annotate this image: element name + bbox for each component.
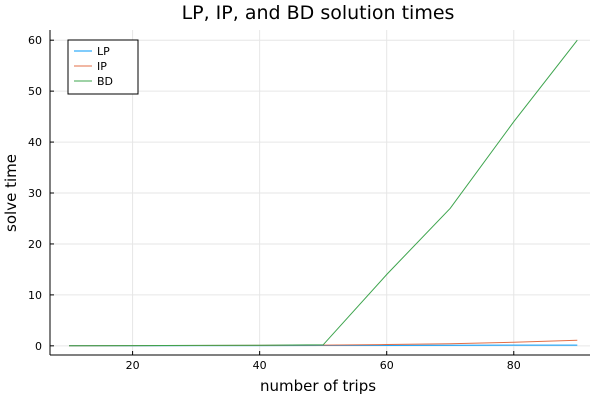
tick-labels: 20 40 60 80 0 10 20 30 40 50 60 (28, 34, 521, 372)
series-line-bd (69, 39, 578, 347)
y-tick-label: 50 (28, 85, 42, 98)
y-tick-label: 30 (28, 187, 42, 200)
legend-label-ip: IP (97, 60, 107, 73)
legend-label-bd: BD (97, 75, 113, 88)
legend-label-lp: LP (97, 45, 110, 58)
axes (49, 30, 590, 356)
y-tick-label: 60 (28, 34, 42, 47)
x-tick-label: 40 (253, 359, 267, 372)
x-tick-label: 20 (126, 359, 140, 372)
y-tick-label: 40 (28, 136, 42, 149)
y-tick-label: 10 (28, 289, 42, 302)
y-tick-label: 20 (28, 238, 42, 251)
x-axis-label: number of trips (260, 377, 376, 395)
chart-title: LP, IP, and BD solution times (182, 2, 455, 24)
legend: LP IP BD (67, 39, 139, 95)
y-axis-label: solve time (2, 154, 20, 232)
y-tick-label: 0 (35, 340, 42, 353)
x-tick-label: 60 (380, 359, 394, 372)
series-layer (69, 39, 578, 347)
x-tick-label: 80 (507, 359, 521, 372)
legend-box (67, 39, 139, 95)
